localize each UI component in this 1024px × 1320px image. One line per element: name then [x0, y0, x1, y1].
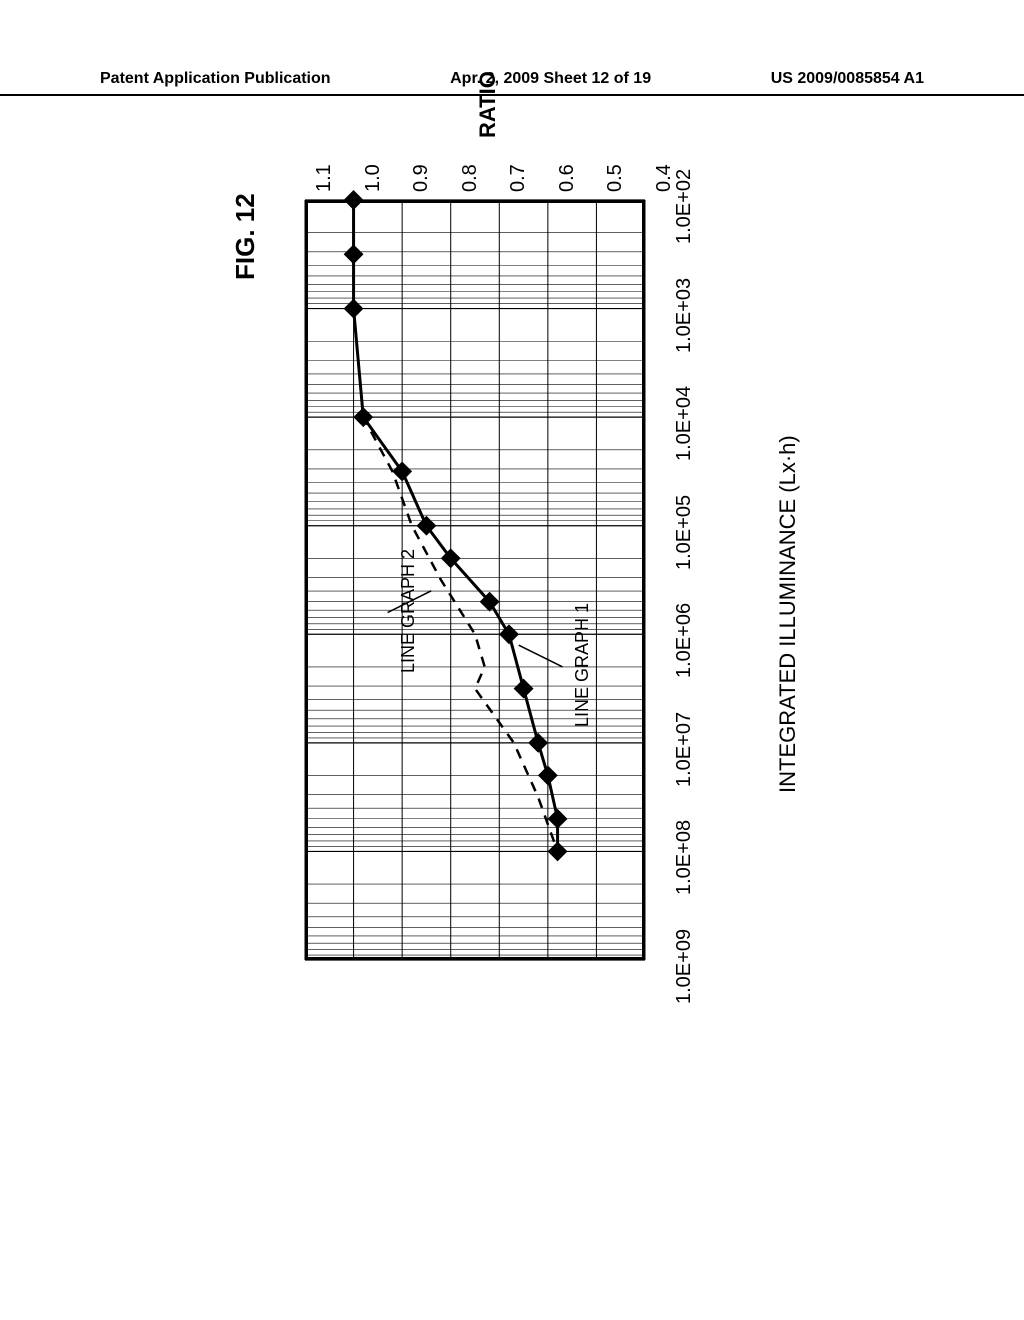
y-tick-label: 0.6 — [556, 164, 579, 192]
x-tick-label: 1.0E+08 — [673, 820, 696, 895]
x-tick-label: 1.0E+03 — [673, 277, 696, 352]
y-tick-label: 1.1 — [313, 164, 336, 192]
x-axis-label: INTEGRATED ILLUMINANCE (Lx·h) — [775, 435, 801, 793]
x-tick-label: 1.0E+05 — [673, 495, 696, 570]
y-tick-label: 0.9 — [410, 164, 433, 192]
chart-svg — [0, 0, 1024, 1320]
x-tick-label: 1.0E+02 — [673, 169, 696, 244]
y-tick-label: 0.7 — [507, 164, 530, 192]
y-tick-label: 1.0 — [362, 164, 385, 192]
x-tick-label: 1.0E+06 — [673, 603, 696, 678]
x-tick-label: 1.0E+07 — [673, 712, 696, 787]
patent-page: Patent Application Publication Apr. 2, 2… — [0, 0, 1024, 1320]
y-tick-label: 0.5 — [604, 164, 627, 192]
series-label: LINE GRAPH 1 — [572, 603, 593, 727]
x-tick-label: 1.0E+09 — [673, 929, 696, 1004]
y-tick-label: 0.8 — [459, 164, 482, 192]
x-tick-label: 1.0E+04 — [673, 386, 696, 461]
series-label: LINE GRAPH 2 — [398, 549, 419, 673]
y-axis-label: RATIO — [475, 71, 501, 138]
